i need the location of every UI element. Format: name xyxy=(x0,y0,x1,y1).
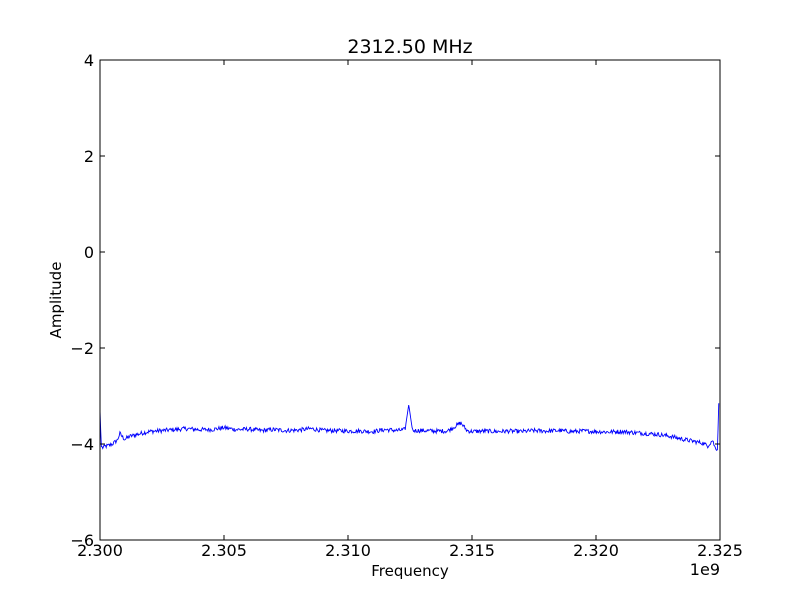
x-tick-label: 2.300 xyxy=(77,541,123,560)
x-tick-label: 2.320 xyxy=(573,541,619,560)
y-axis-label: Amplitude xyxy=(47,262,65,339)
x-tick-label: 2.315 xyxy=(449,541,495,560)
y-tick-label: 2 xyxy=(84,147,94,166)
x-tick-label: 2.325 xyxy=(697,541,743,560)
y-tick-label: 0 xyxy=(84,243,94,262)
series-layer xyxy=(99,403,720,451)
ticks-layer: 2.300 2.305 2.310 2.315 2.320 2.325 −6 −4 −2 0 2 4 xyxy=(70,51,743,560)
x-tick-label: 2.305 xyxy=(201,541,247,560)
x-tick-label: 2.310 xyxy=(325,541,371,560)
chart-title: 2312.50 MHz xyxy=(347,36,472,58)
y-tick-label: 4 xyxy=(84,51,94,70)
plot-frame xyxy=(99,59,721,541)
series-line xyxy=(99,403,720,451)
y-tick-label: −2 xyxy=(70,339,94,358)
y-tick-label: −4 xyxy=(70,435,94,454)
y-tick-label: −6 xyxy=(70,531,94,550)
x-offset-label: 1e9 xyxy=(690,560,720,579)
x-axis-label: Frequency xyxy=(371,562,449,580)
